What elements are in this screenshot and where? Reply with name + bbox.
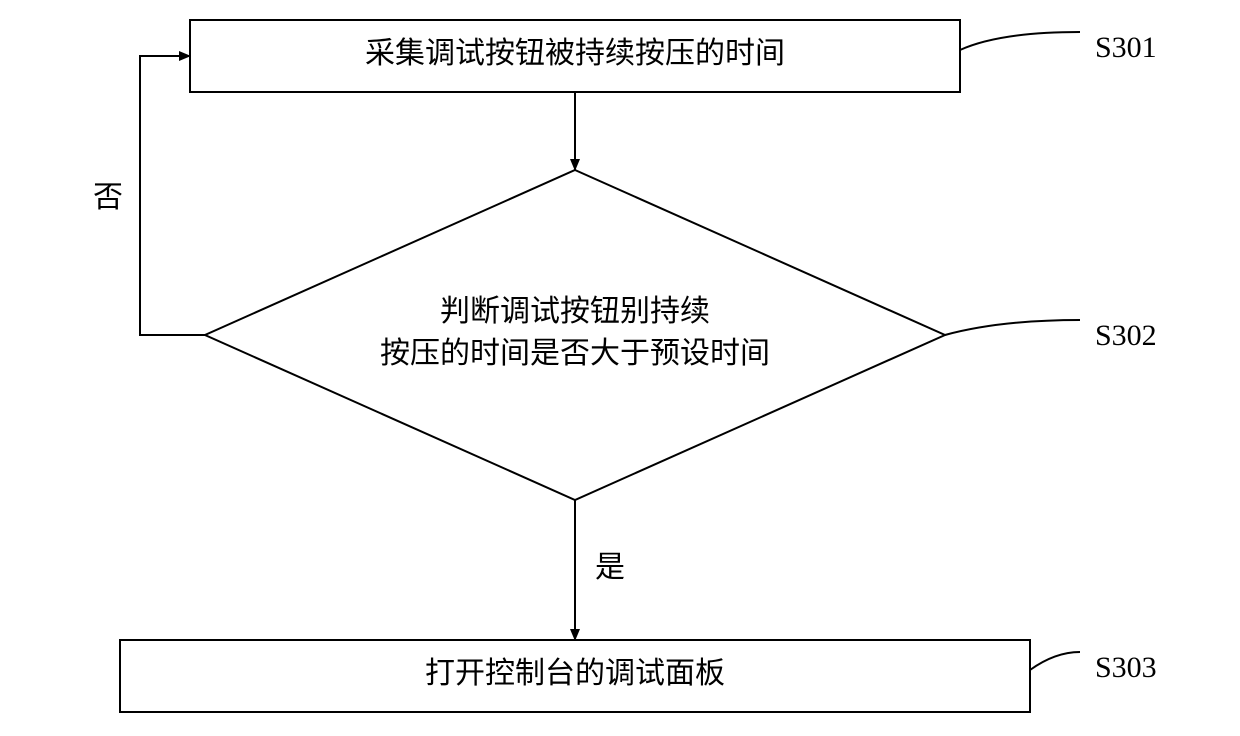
edge-label: 是 xyxy=(595,551,625,584)
decision-text: 按压的时间是否大于预设时间 xyxy=(380,337,770,370)
label-leaders-group xyxy=(945,32,1080,670)
step-label: S302 xyxy=(1095,319,1157,352)
process-node-s301: 采集调试按钮被持续按压的时间 xyxy=(190,20,960,92)
label-leader xyxy=(960,32,1080,50)
decision-diamond xyxy=(205,170,945,500)
process-node-s303: 打开控制台的调试面板 xyxy=(120,640,1030,712)
edge-label: 否 xyxy=(93,181,123,214)
decision-node-s302: 判断调试按钮别持续按压的时间是否大于预设时间 xyxy=(205,170,945,500)
decision-text: 判断调试按钮别持续 xyxy=(440,295,710,328)
label-leader xyxy=(945,320,1080,335)
step-labels-group: S301 S302 S303 xyxy=(1095,31,1157,684)
step-label: S301 xyxy=(1095,31,1157,64)
process-text: 打开控制台的调试面板 xyxy=(425,657,725,690)
process-text: 采集调试按钮被持续按压的时间 xyxy=(365,37,785,70)
label-leader xyxy=(1030,652,1080,670)
flow-arrow xyxy=(140,56,205,335)
step-label: S303 xyxy=(1095,651,1157,684)
